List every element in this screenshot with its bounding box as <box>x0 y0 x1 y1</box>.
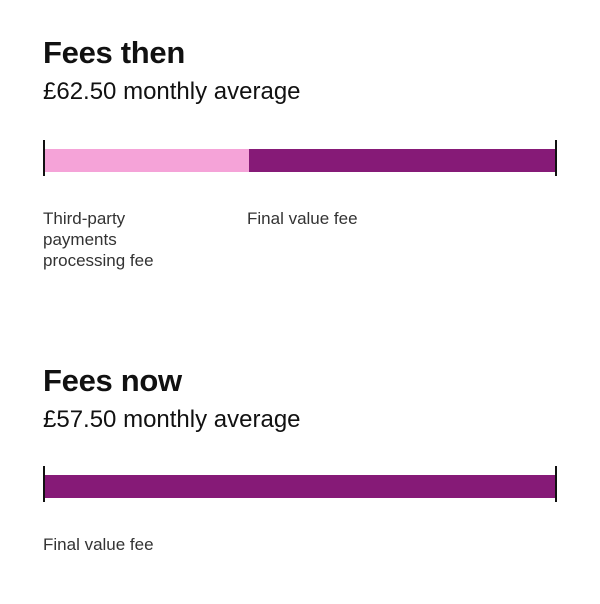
fees-then-bar <box>45 149 555 172</box>
fees-now-bar-wrap <box>43 466 557 502</box>
fees-then-bar-wrap <box>43 140 557 176</box>
fees-now-labels: Final value fee <box>43 534 557 604</box>
segment-label-line: Third-party <box>43 209 126 228</box>
segment-label-line: Final value fee <box>247 209 358 228</box>
segment-label-0-0: Third-party payments processing fee <box>43 208 213 271</box>
fees-then-labels: Third-party payments processing fee Final v… <box>43 208 557 278</box>
bar-segment-1-0 <box>45 475 555 498</box>
fees-now-title: Fees now <box>43 363 182 398</box>
segment-label-line: Final value fee <box>43 535 154 554</box>
segment-label-0-1: Final value fee <box>247 208 417 229</box>
fees-now-section: Fees now £57.50 monthly average Final va… <box>43 362 557 604</box>
fees-now-subtitle: £57.50 monthly average <box>43 406 301 433</box>
fees-then-tick-left <box>43 140 45 176</box>
fees-now-bar <box>45 475 555 498</box>
segment-label-1-0: Final value fee <box>43 534 213 555</box>
segment-label-line: payments <box>43 230 117 249</box>
fees-then-section: Fees then £62.50 monthly average Third-p… <box>43 34 557 278</box>
fees-then-title: Fees then <box>43 35 186 70</box>
segment-label-line: processing fee <box>43 251 154 270</box>
fees-then-tick-right <box>555 140 557 176</box>
fees-now-tick-right <box>555 466 557 502</box>
fees-now-tick-left <box>43 466 45 502</box>
bar-segment-0-0 <box>45 149 249 172</box>
fees-then-subtitle: £62.50 monthly average <box>43 78 301 105</box>
bar-segment-0-1 <box>249 149 555 172</box>
